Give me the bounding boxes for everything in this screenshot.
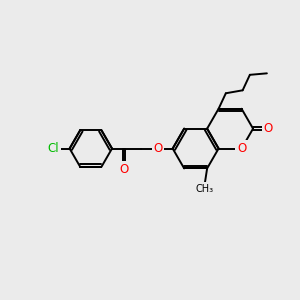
Text: Cl: Cl [48,142,59,155]
Text: O: O [264,122,273,135]
Text: O: O [153,142,163,155]
Text: CH₃: CH₃ [196,184,214,194]
Text: O: O [237,142,246,155]
Text: O: O [119,163,128,176]
